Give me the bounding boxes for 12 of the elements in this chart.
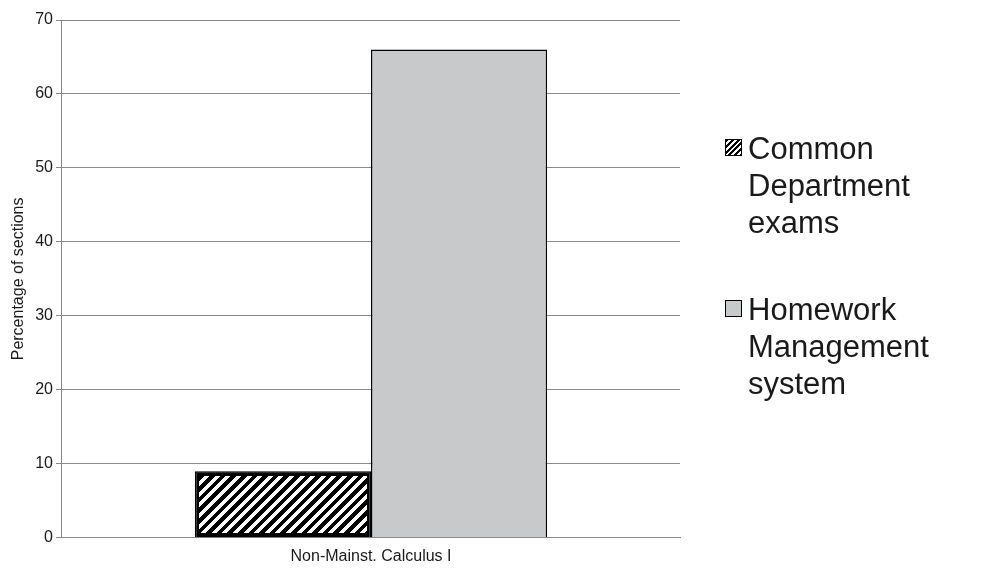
y-tick-label: 10	[35, 454, 54, 472]
legend-label: Homework Management system	[748, 291, 930, 402]
y-tick-label: 0	[44, 528, 54, 546]
x-tick-label: Non-Mainst. Calculus I	[290, 546, 452, 564]
y-tick-label: 70	[35, 10, 54, 28]
y-tick-label: 50	[35, 158, 54, 176]
legend-label: Common Department exams	[748, 130, 911, 241]
y-axis-title: Percentage of sections	[9, 197, 27, 361]
y-tick-label: 30	[35, 306, 54, 324]
y-tick-label: 60	[35, 84, 54, 102]
y-tick-label: 40	[35, 232, 54, 250]
y-tick-label: 20	[35, 380, 54, 398]
